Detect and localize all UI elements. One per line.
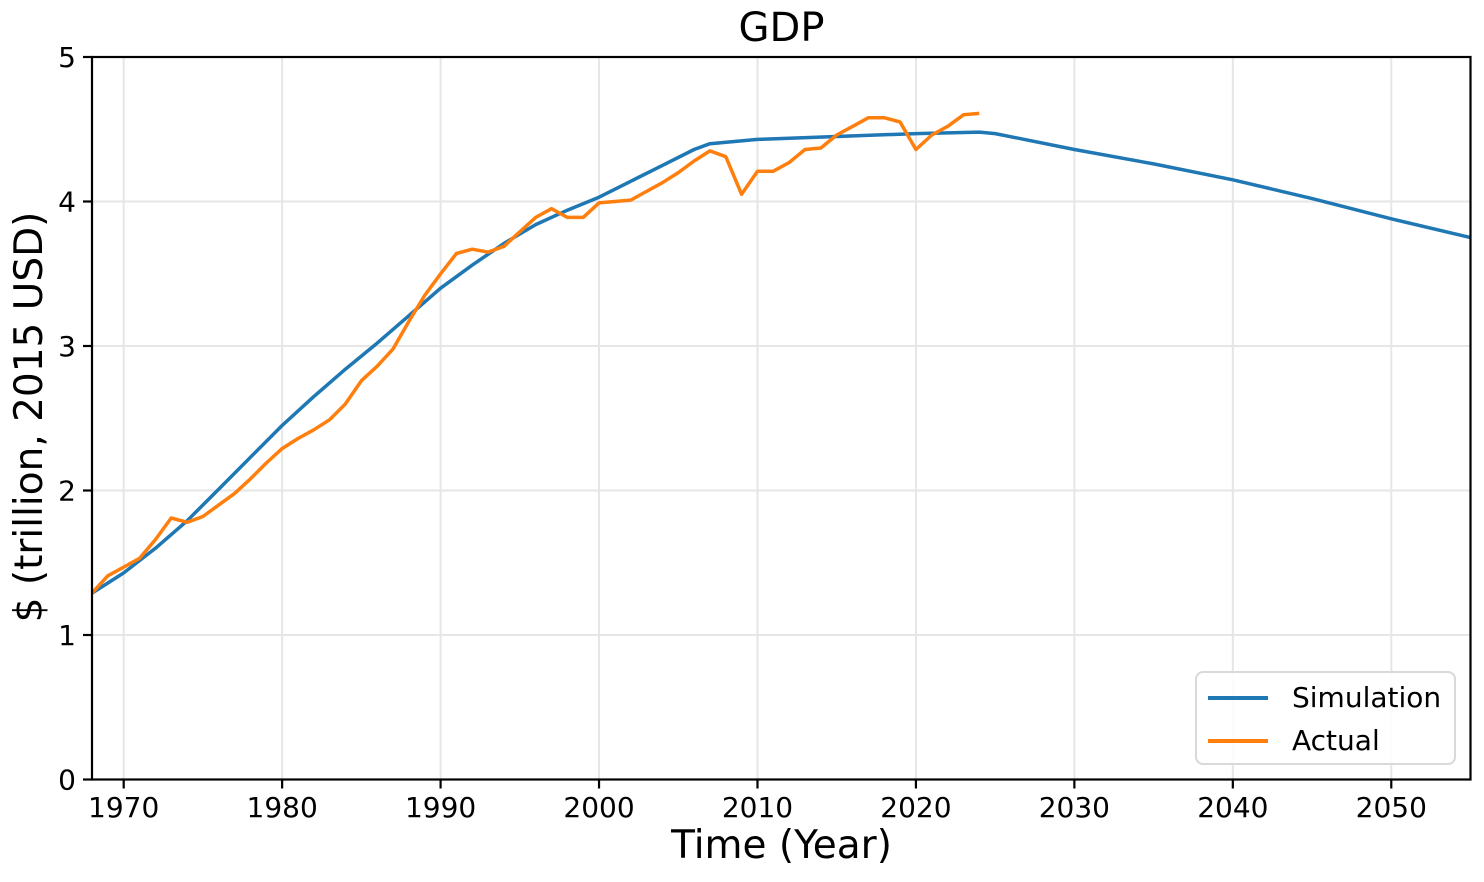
y-tick-label-5: 5 bbox=[58, 41, 76, 74]
legend-item-actual: Actual bbox=[1197, 719, 1454, 762]
x-axis-label: Time (Year) bbox=[671, 823, 892, 868]
actual-line-swatch bbox=[1208, 738, 1268, 743]
legend-item-simulation: Simulation bbox=[1197, 676, 1454, 719]
x-tick-label-1970: 1970 bbox=[88, 791, 159, 824]
x-tick-label-2050: 2050 bbox=[1356, 791, 1427, 824]
x-tick-label-2020: 2020 bbox=[880, 791, 951, 824]
x-tick-label-2010: 2010 bbox=[722, 791, 793, 824]
x-tick-label-1990: 1990 bbox=[405, 791, 476, 824]
legend: Simulation Actual bbox=[1195, 671, 1456, 765]
series-line-actual bbox=[90, 111, 980, 595]
x-tick-label-2040: 2040 bbox=[1197, 791, 1268, 824]
plot-spines bbox=[90, 55, 1472, 781]
x-tick-label-1980: 1980 bbox=[247, 791, 318, 824]
y-tick-label-4: 4 bbox=[58, 186, 76, 219]
legend-label-simulation: Simulation bbox=[1292, 681, 1442, 714]
y-tick-label-3: 3 bbox=[58, 330, 76, 363]
y-axis-label: $ (trillion, 2015 USD) bbox=[7, 211, 52, 623]
chart-title: GDP bbox=[738, 5, 825, 51]
y-tick-label-2: 2 bbox=[58, 475, 76, 508]
y-tick-label-0: 0 bbox=[58, 764, 76, 797]
series-line-simulation bbox=[91, 130, 1471, 595]
simulation-line-swatch bbox=[1208, 695, 1268, 700]
legend-label-actual: Actual bbox=[1292, 724, 1380, 757]
x-tick-label-2000: 2000 bbox=[563, 791, 634, 824]
y-tick-label-1: 1 bbox=[58, 619, 76, 652]
x-tick-label-2030: 2030 bbox=[1039, 791, 1110, 824]
